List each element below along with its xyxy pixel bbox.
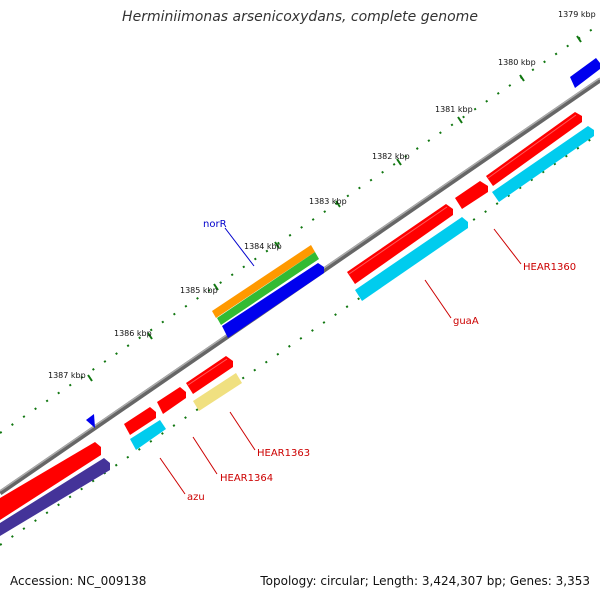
feature-orange-norR[interactable] — [212, 245, 315, 318]
gene-label-guaA: guaA — [453, 316, 479, 327]
tick-labels: 1379 kbp 1380 kbp 1381 kbp 1382 kbp 1383… — [48, 10, 596, 380]
gene-label-azu: azu — [187, 492, 205, 503]
feature-blue-marker[interactable] — [86, 414, 95, 428]
feature-cyan-top[interactable] — [492, 126, 594, 202]
feature-cyan-guaA[interactable] — [355, 217, 468, 301]
tick-label: 1380 kbp — [498, 58, 536, 67]
map-title: Herminiimonas arsenicoxydans, complete g… — [122, 9, 478, 25]
tick-label: 1386 kbp — [114, 329, 152, 338]
cds-bottom-left[interactable] — [0, 442, 101, 520]
gene-label-hear1364: HEAR1364 — [220, 473, 273, 484]
gene-label-norR: norR — [203, 219, 227, 230]
feature-blue-top-right[interactable] — [570, 58, 600, 88]
tick-label: 1383 kbp — [309, 197, 347, 206]
tick-label: 1385 kbp — [180, 286, 218, 295]
tick-label: 1381 kbp — [435, 105, 473, 114]
feature-cyan-azu[interactable] — [130, 420, 166, 450]
tick-label: 1387 kbp — [48, 371, 86, 380]
feature-highlights — [187, 114, 577, 386]
feature-navy-bottom-left[interactable] — [0, 458, 110, 536]
gene-label-hear1360: HEAR1360 — [523, 262, 576, 273]
inner-scale-track — [0, 132, 600, 546]
gene-label-hear1363: HEAR1363 — [257, 448, 310, 459]
feature-blue-norR[interactable] — [222, 263, 324, 338]
tick-label: 1384 kbp — [244, 242, 282, 251]
outer-major-ticks — [87, 35, 582, 382]
feature-green-norR[interactable] — [217, 252, 319, 325]
accession-text: Accession: NC_009138 — [10, 574, 147, 588]
feature-yellow[interactable] — [193, 373, 242, 411]
cds-hear1360-a[interactable] — [486, 112, 582, 186]
gene-labels: norR HEAR1360 guaA HEAR1363 HEAR1364 azu — [187, 219, 576, 503]
cds-hear1363[interactable] — [186, 356, 233, 394]
topology-text: Topology: circular; Length: 3,424,307 bp… — [260, 574, 590, 588]
cds-guaA[interactable] — [347, 204, 453, 284]
cds-hear1360-b[interactable] — [455, 181, 488, 209]
tick-label: 1379 kbp — [558, 10, 596, 19]
cds-azu[interactable] — [124, 407, 156, 435]
outer-scale-track — [0, 23, 600, 434]
cds-hear1364[interactable] — [157, 387, 186, 414]
label-leaders — [159, 227, 522, 495]
tick-label: 1382 kbp — [372, 152, 410, 161]
